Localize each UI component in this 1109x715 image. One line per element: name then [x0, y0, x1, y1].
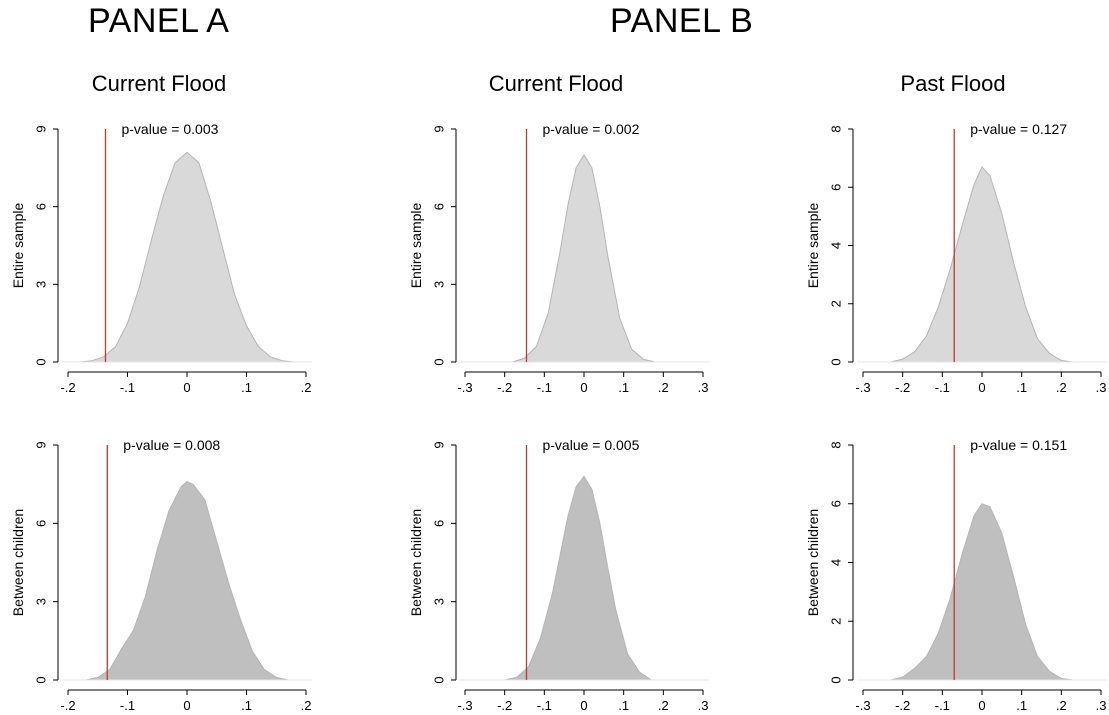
x-tick-label: -.3: [855, 698, 870, 713]
y-tick-label: 6: [34, 203, 49, 210]
x-tick-label: -.1: [120, 698, 135, 713]
y-tick-label: 6: [34, 520, 49, 527]
y-tick-label: 3: [34, 598, 49, 605]
y-tick-label: 6: [829, 184, 844, 191]
density-area: [890, 503, 1074, 681]
y-axis-title: Between children: [10, 509, 26, 616]
panel-b-label: PANEL B: [610, 2, 754, 40]
column-title-2: Current Flood: [488, 71, 624, 96]
x-tick-label: 0: [978, 380, 985, 395]
x-tick-label: .2: [301, 698, 312, 713]
y-tick-label: 6: [829, 500, 844, 507]
y-tick-label: 2: [829, 300, 844, 307]
x-tick-label: -.3: [457, 380, 472, 395]
y-tick-label: 6: [432, 203, 447, 210]
y-tick-label: 0: [829, 358, 844, 365]
x-tick-label: .2: [301, 380, 312, 395]
x-tick-label: .2: [1056, 698, 1067, 713]
x-tick-label: .1: [241, 698, 252, 713]
y-tick-label: 9: [34, 125, 49, 132]
density-area: [504, 475, 652, 681]
x-tick-label: .3: [698, 698, 709, 713]
chart-b2-between: 0 2 4 6 8 Between children -.3 -.2 -.1 0 .1 .2 .3 p-v…: [805, 437, 1107, 713]
y-tick-label: 9: [432, 125, 447, 132]
y-tick-label: 3: [432, 598, 447, 605]
chart-b2-entire: 0 2 4 6 8 Entire sample -.3 -.2 -.1 0 .1 .2 .3 p-valu…: [805, 121, 1107, 395]
x-tick-label: -.2: [895, 380, 910, 395]
p-value-annotation: p-value = 0.008: [123, 437, 220, 453]
x-tick-label: -.1: [935, 698, 950, 713]
x-tick-label: .1: [241, 380, 252, 395]
y-tick-label: 8: [829, 441, 844, 448]
y-tick-label: 0: [34, 676, 49, 683]
p-value-annotation: p-value = 0.002: [542, 121, 639, 137]
y-tick-label: 4: [829, 559, 844, 566]
x-tick-label: -.2: [497, 380, 512, 395]
chart-a-entire: 0 3 6 9 Entire sample -.2 -.1 0 .1 .2 p-value = 0.…: [10, 121, 312, 395]
y-tick-label: 6: [432, 520, 447, 527]
density-area: [512, 154, 656, 363]
y-tick-label: 9: [432, 441, 447, 448]
x-tick-label: 0: [580, 698, 587, 713]
y-axis-title: Entire sample: [10, 202, 26, 288]
x-tick-label: .3: [1096, 380, 1107, 395]
x-tick-label: .2: [1056, 380, 1067, 395]
p-value-annotation: p-value = 0.005: [542, 437, 639, 453]
y-axis-title: Between children: [805, 509, 821, 616]
x-tick-label: .2: [658, 380, 669, 395]
x-tick-label: -.2: [895, 698, 910, 713]
y-tick-label: 3: [34, 281, 49, 288]
chart-b1-between: 0 3 6 9 Between children -.3 -.2 -.1 0 .1 .2 .3 p-va…: [408, 437, 709, 713]
x-tick-label: -.2: [497, 698, 512, 713]
x-tick-label: 0: [183, 698, 190, 713]
y-tick-label: 3: [432, 281, 447, 288]
y-tick-label: 0: [34, 358, 49, 365]
x-tick-label: 0: [183, 380, 190, 395]
density-area: [85, 481, 289, 681]
p-value-annotation: p-value = 0.127: [970, 121, 1067, 137]
density-area: [79, 151, 295, 363]
column-title-3: Past Flood: [900, 71, 1006, 96]
chart-b1-entire: 0 3 6 9 Entire sample -.3 -.2 -.1 0 .1 .2 .3 p-value…: [408, 121, 709, 395]
x-tick-label: -.1: [120, 380, 135, 395]
column-title-1: Current Flood: [91, 71, 227, 96]
density-area: [890, 166, 1074, 363]
y-tick-label: 2: [829, 618, 844, 625]
x-tick-label: -.1: [537, 380, 552, 395]
y-tick-label: 4: [829, 242, 844, 249]
panel-a-label: PANEL A: [88, 2, 230, 40]
x-tick-label: .1: [618, 380, 629, 395]
x-tick-label: 0: [978, 698, 985, 713]
x-tick-label: -.2: [60, 698, 75, 713]
x-tick-label: .1: [618, 698, 629, 713]
x-tick-label: .1: [1016, 698, 1027, 713]
y-tick-label: 0: [829, 676, 844, 683]
y-axis-title: Between children: [408, 509, 424, 616]
chart-a-between: 0 3 6 9 Between children -.2 -.1 0 .1 .2 p-value =…: [10, 437, 312, 713]
y-axis-title: Entire sample: [805, 202, 821, 288]
x-tick-label: .2: [658, 698, 669, 713]
y-tick-label: 9: [34, 441, 49, 448]
x-tick-label: .3: [698, 380, 709, 395]
y-axis-title: Entire sample: [408, 202, 424, 288]
p-value-annotation: p-value = 0.151: [970, 437, 1067, 453]
x-tick-label: -.3: [457, 698, 472, 713]
x-tick-label: -.1: [537, 698, 552, 713]
x-tick-label: .1: [1016, 380, 1027, 395]
x-tick-label: -.1: [935, 380, 950, 395]
x-tick-label: .3: [1096, 698, 1107, 713]
x-tick-label: -.3: [855, 380, 870, 395]
y-tick-label: 8: [829, 125, 844, 132]
y-tick-label: 0: [432, 676, 447, 683]
x-tick-label: -.2: [60, 380, 75, 395]
x-tick-label: 0: [580, 380, 587, 395]
y-tick-label: 0: [432, 358, 447, 365]
p-value-annotation: p-value = 0.003: [121, 121, 218, 137]
